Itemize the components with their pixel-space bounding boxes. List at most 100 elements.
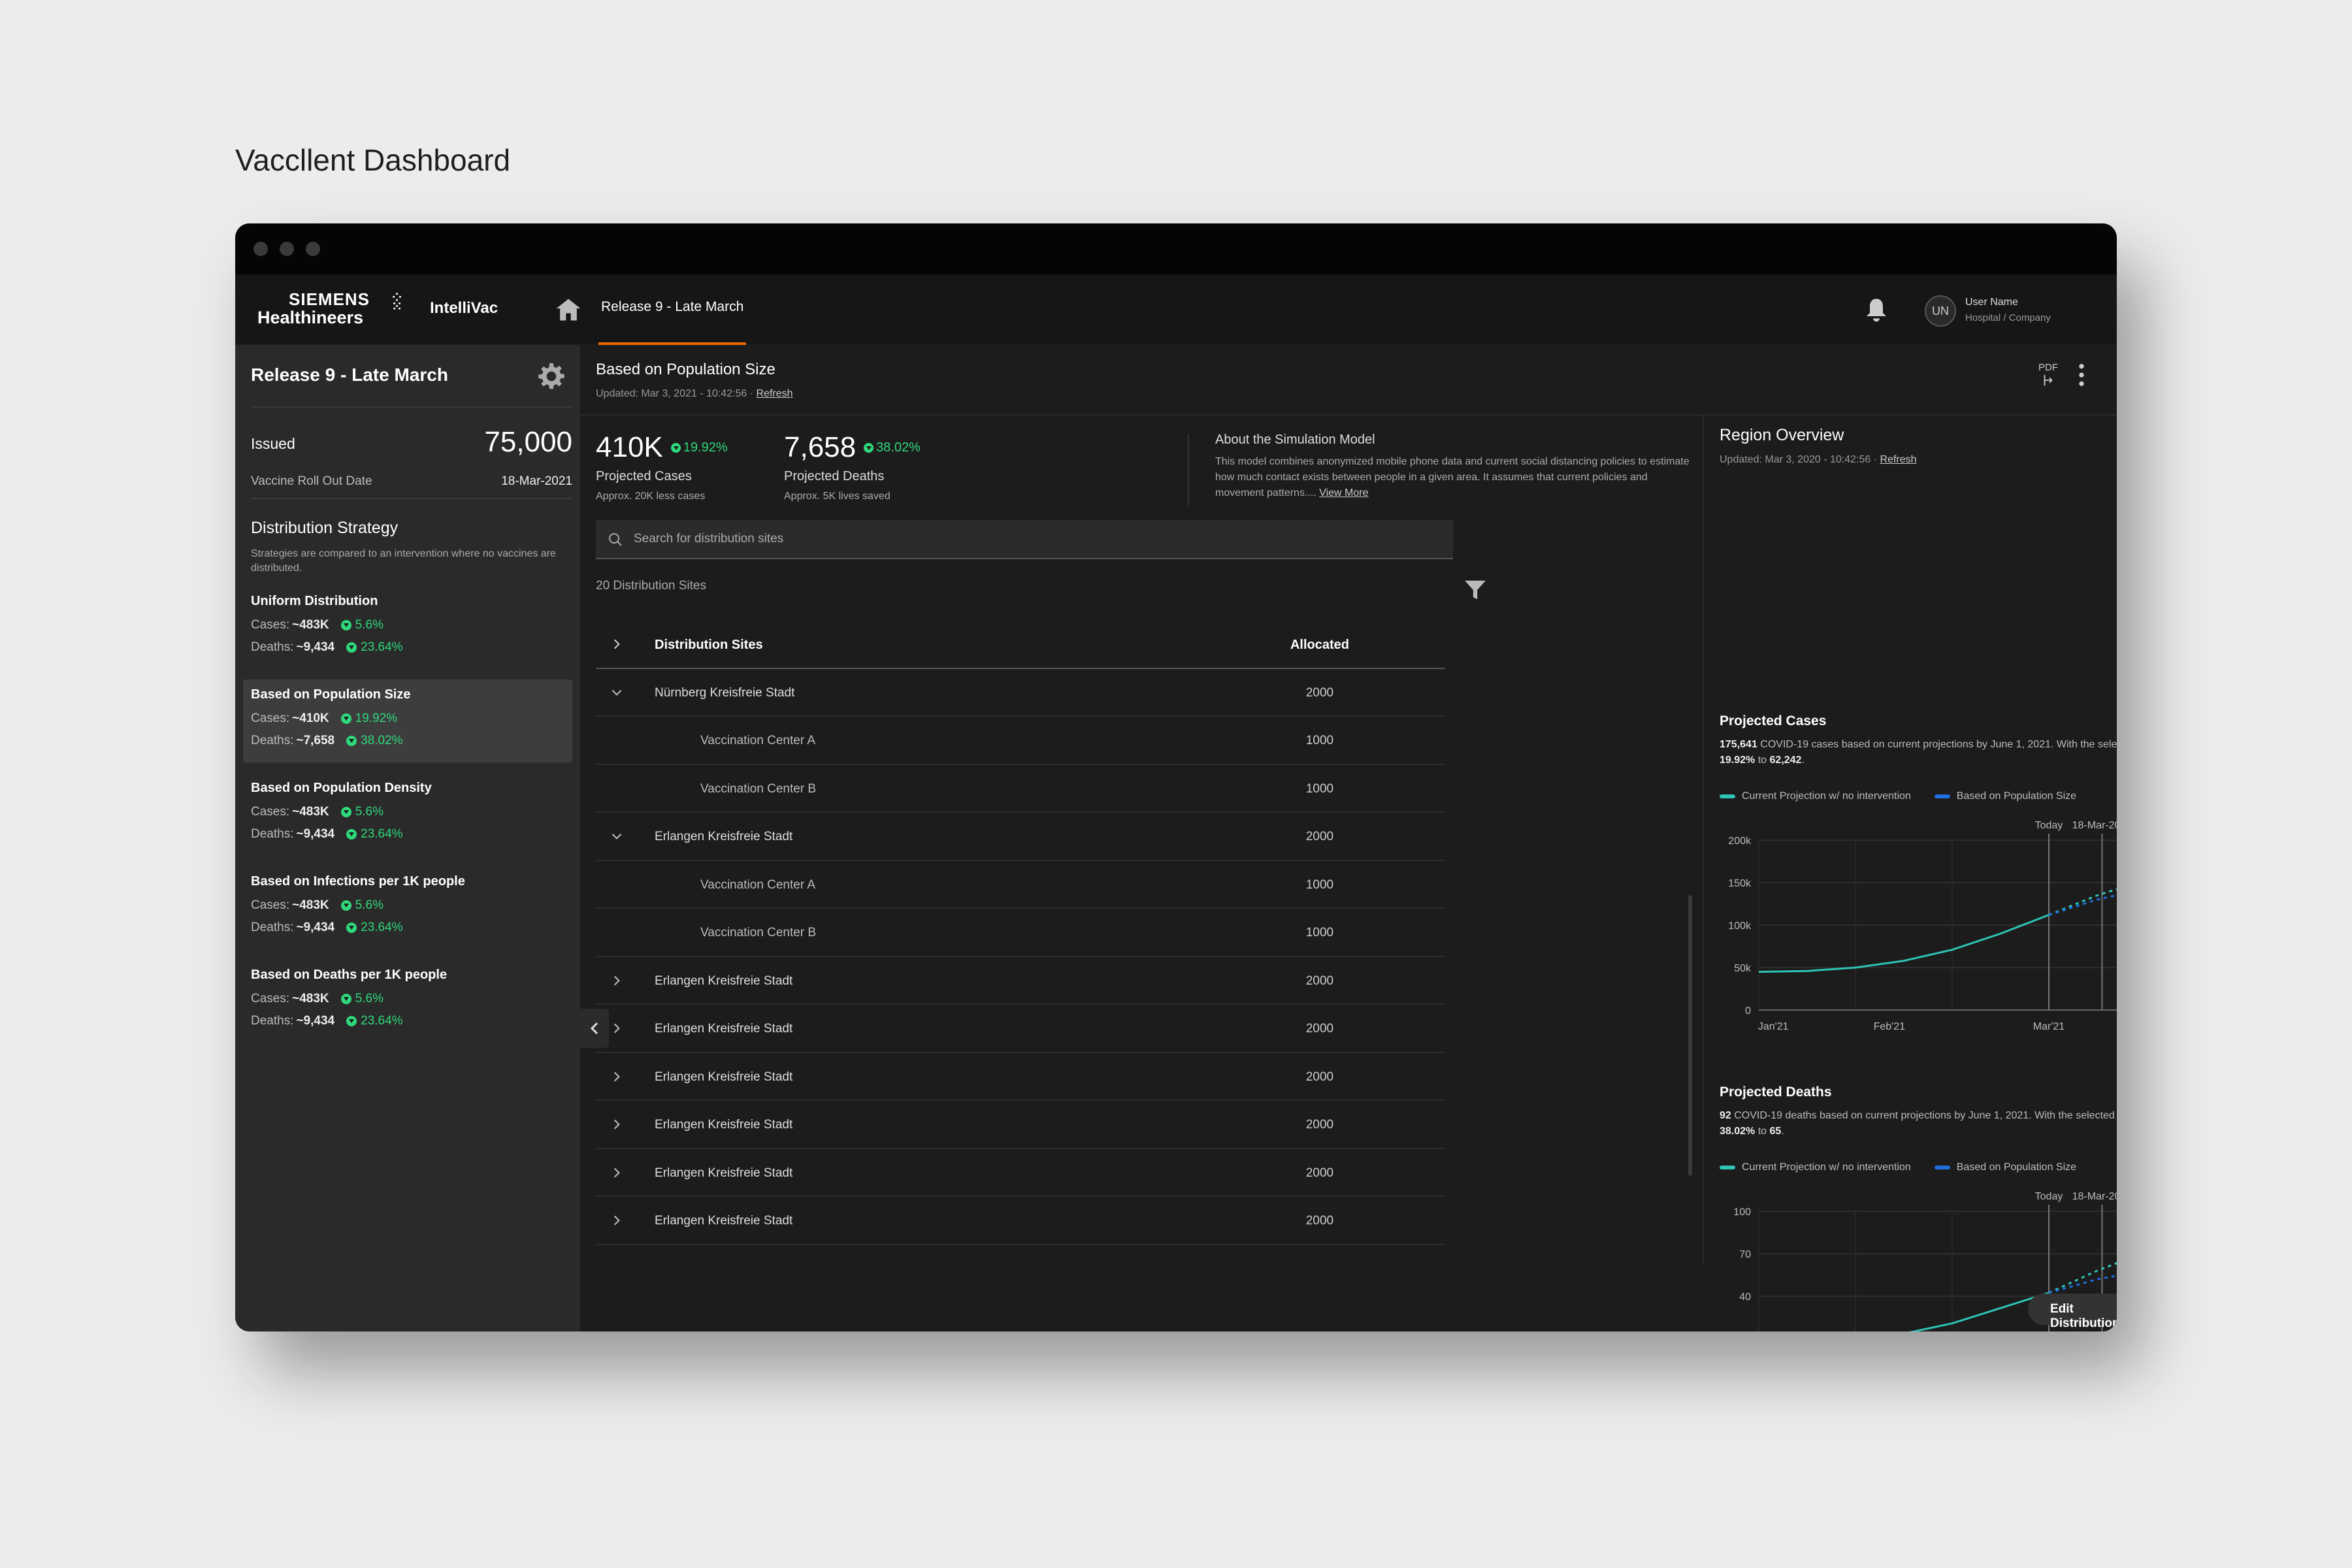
search-icon <box>609 533 622 546</box>
table-row[interactable]: Vaccination Center B 1000 <box>596 765 1445 813</box>
strategy-item[interactable]: Based on Deaths per 1K people Cases: ~483… <box>243 960 572 1043</box>
issued-value: 75,000 <box>484 426 572 458</box>
deaths-text: COVID-19 deaths based on current project… <box>1734 1110 2117 1121</box>
column-header-allocated[interactable]: Allocated <box>1290 638 1350 652</box>
strategy-cases: Cases: ~483K 5.6% <box>251 992 564 1006</box>
window-close-dot[interactable] <box>253 242 268 256</box>
kpi-pct: 38.02% <box>876 440 921 455</box>
cases-description: 175,641 COVID-19 cases based on current … <box>1720 737 2117 768</box>
user-company: Hospital / Company <box>1965 312 2051 323</box>
main-updated: Updated: Mar 3, 2021 - 10:42:56 · Refres… <box>596 388 793 399</box>
table-row[interactable]: Erlangen Kreisfreie Stadt 2000 <box>596 1197 1445 1245</box>
legend-label: Current Projection w/ no intervention <box>1742 791 1911 802</box>
allocated-value: 2000 <box>1305 1118 1334 1132</box>
table-row[interactable]: Erlangen Kreisfreie Stadt 2000 <box>596 1101 1445 1149</box>
issued-summary: Issued 75,000 Vaccine Roll Out Date 18-M… <box>251 408 572 499</box>
chevron-right-icon[interactable] <box>610 1070 623 1083</box>
deaths-pct: 23.64% <box>361 1014 403 1028</box>
region-refresh-link[interactable]: Refresh <box>1880 454 1917 465</box>
chevron-right-icon[interactable] <box>610 1166 623 1179</box>
deaths-to: to <box>1757 1126 1767 1137</box>
tab-release[interactable]: Release 9 - Late March <box>583 274 762 345</box>
region-overview: Region Overview Updated: Mar 3, 2020 - 1… <box>1720 426 2117 466</box>
legend-label: Current Projection w/ no intervention <box>1742 1162 1911 1173</box>
avatar[interactable]: UN <box>1925 295 1956 327</box>
strategy-cases: Cases: ~410K 19.92% <box>251 711 564 726</box>
table-row[interactable]: Vaccination Center A 1000 <box>596 861 1445 909</box>
allocated-value: 2000 <box>1305 1214 1334 1228</box>
site-name: Erlangen Kreisfreie Stadt <box>655 1070 793 1084</box>
y-tick-label: 0 <box>1745 1005 1751 1017</box>
projected-deaths-panel: Projected Deaths 92 COVID-19 deaths base… <box>1720 1085 2117 1331</box>
view-more-link[interactable]: View More <box>1319 487 1369 498</box>
down-arrow-icon <box>340 807 351 817</box>
about-text: This model combines anonymized mobile ph… <box>1215 454 1699 501</box>
deaths-value: ~9,434 <box>296 827 335 841</box>
deaths-label: Deaths: <box>251 640 294 654</box>
search-input[interactable] <box>634 520 1437 558</box>
table-scrollbar[interactable] <box>1688 895 1692 1176</box>
table-row[interactable]: Nürnberg Kreisfreie Stadt 2000 <box>596 669 1445 717</box>
main-updated-text: Updated: Mar 3, 2021 - 10:42:56 <box>596 388 747 399</box>
table-row[interactable]: Erlangen Kreisfreie Stadt 2000 <box>596 1053 1445 1101</box>
table-row[interactable]: Vaccination Center B 1000 <box>596 909 1445 957</box>
chevron-right-icon[interactable] <box>610 1118 623 1131</box>
gear-icon[interactable] <box>537 362 566 391</box>
window-maximize-dot[interactable] <box>306 242 320 256</box>
main-header: Based on Population Size Updated: Mar 3,… <box>596 361 793 400</box>
home-icon[interactable] <box>554 295 583 324</box>
table-row[interactable]: Erlangen Kreisfreie Stadt 2000 <box>596 1005 1445 1053</box>
cases-label: Cases: <box>251 711 290 725</box>
site-name: Vaccination Center A <box>700 877 816 892</box>
allocated-value: 1000 <box>1305 877 1334 892</box>
cases-pct: 5.6% <box>355 898 384 912</box>
filter-icon[interactable] <box>1462 578 1488 602</box>
strategy-item[interactable]: Based on Infections per 1K people Cases:… <box>243 866 572 949</box>
strategy-cases: Cases: ~483K 5.6% <box>251 618 564 632</box>
app-window: SIEMENS Healthineers ⁘ ⁙ IntelliVac Relea… <box>235 223 2117 1331</box>
series-current-solid <box>1908 1292 2050 1331</box>
issued-label: Issued <box>251 435 295 452</box>
chevron-down-icon[interactable] <box>610 830 623 843</box>
chevron-down-icon[interactable] <box>610 686 623 699</box>
strategy-heading: Distribution Strategy <box>251 519 399 537</box>
pdf-export-button[interactable]: PDF <box>2038 362 2058 390</box>
kpi-value: 7,658 <box>784 431 857 463</box>
chevron-right-icon[interactable] <box>610 974 623 987</box>
kebab-menu-icon[interactable] <box>2078 362 2085 388</box>
y-tick-label: 100 <box>1733 1207 1751 1218</box>
table-row[interactable]: Erlangen Kreisfreie Stadt 2000 <box>596 813 1445 861</box>
main-content: Based on Population Size Updated: Mar 3,… <box>580 345 2117 1331</box>
chevron-right-icon[interactable] <box>610 638 623 651</box>
x-tick-label: Mar'21 <box>2033 1021 2065 1032</box>
refresh-link[interactable]: Refresh <box>756 388 793 399</box>
about-title: About the Simulation Model <box>1215 433 1375 447</box>
rollout-value: 18-Mar-2021 <box>501 474 572 488</box>
chevron-right-icon[interactable] <box>610 1022 623 1035</box>
strategy-deaths: Deaths: ~9,434 23.64% <box>251 921 564 935</box>
down-arrow-icon <box>340 900 351 911</box>
user-menu[interactable]: User Name Hospital / Company <box>1965 297 2051 323</box>
window-minimize-dot[interactable] <box>280 242 294 256</box>
column-header-sites[interactable]: Distribution Sites <box>655 638 763 652</box>
table-row[interactable]: Erlangen Kreisfreie Stadt 2000 <box>596 1149 1445 1197</box>
bell-icon[interactable] <box>1863 295 1889 324</box>
site-name: Erlangen Kreisfreie Stadt <box>655 973 793 988</box>
table-row[interactable]: Erlangen Kreisfreie Stadt 2000 <box>596 957 1445 1005</box>
deaths-label: Deaths: <box>251 827 294 841</box>
sidebar: Release 9 - Late March Issued 75,000 Vac… <box>235 345 580 1331</box>
edit-distribution-button[interactable]: Edit Distribution <box>2028 1294 2117 1330</box>
strategy-item[interactable]: Uniform Distribution Cases: ~483K 5.6% Dea… <box>243 586 572 669</box>
strategy-item[interactable]: Based on Population Size Cases: ~410K 19.9… <box>243 679 572 762</box>
sidebar-title: Release 9 - Late March <box>251 365 448 385</box>
sidebar-header: Release 9 - Late March <box>251 345 572 408</box>
table-row[interactable]: Vaccination Center A 1000 <box>596 717 1445 765</box>
cases-pct: 5.6% <box>355 992 384 1005</box>
collapse-sidebar-button[interactable] <box>580 1009 609 1048</box>
x-tick-label: Jan'21 <box>1758 1021 1789 1032</box>
strategy-item[interactable]: Based on Population Density Cases: ~483K 5… <box>243 773 572 856</box>
deaths-value: ~9,434 <box>296 921 335 934</box>
strategy-name: Based on Population Density <box>251 781 432 795</box>
allocated-value: 1000 <box>1305 926 1334 939</box>
chevron-right-icon[interactable] <box>610 1214 623 1227</box>
